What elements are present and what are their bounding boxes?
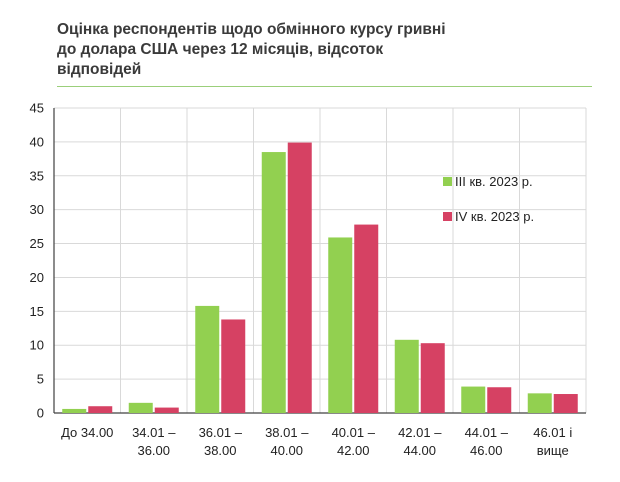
bar-q3-3 (261, 152, 286, 414)
x-tick-label: 36.01 – (199, 425, 243, 440)
y-tick-label: 10 (30, 338, 44, 353)
bar-q3-5 (394, 339, 419, 413)
legend-label-0: III кв. 2023 р. (455, 174, 533, 189)
chart-title-line-3: відповідей (57, 61, 142, 78)
x-tick-label: 40.00 (270, 443, 303, 458)
chart-title-line-1: Оцінка респондентів щодо обмінного курсу… (57, 21, 446, 38)
bar-q4-7 (553, 394, 578, 413)
x-tick-label: 38.01 – (265, 425, 309, 440)
bar-q4-5 (420, 343, 445, 413)
title-divider (57, 86, 592, 87)
y-tick-label: 40 (30, 134, 44, 149)
y-tick-label: 35 (30, 168, 44, 183)
bar-q4-6 (487, 387, 512, 413)
x-tick-label: 42.00 (337, 443, 370, 458)
bar-q3-4 (328, 237, 353, 413)
bar-q3-1 (128, 402, 153, 413)
bar-q3-2 (195, 305, 220, 413)
x-tick-label: вище (537, 443, 569, 458)
x-tick-label: 46.01 і (533, 425, 572, 440)
legend-swatch-1 (443, 212, 452, 221)
x-tick-label: 40.01 – (332, 425, 376, 440)
chart-title: Оцінка респондентів щодо обмінного курсу… (57, 20, 577, 80)
chart-title-line-2: до долара США через 12 місяців, відсоток (57, 41, 384, 58)
y-tick-label: 25 (30, 236, 44, 251)
x-tick-label: 34.01 – (132, 425, 176, 440)
x-tick-label: 44.00 (403, 443, 436, 458)
bar-q3-0 (62, 408, 87, 413)
bar-q4-2 (221, 319, 246, 413)
x-tick-label: До 34.00 (61, 425, 113, 440)
bar-q4-4 (354, 224, 379, 413)
y-tick-label: 0 (37, 406, 44, 421)
x-tick-label: 38.00 (204, 443, 237, 458)
y-tick-label: 45 (30, 101, 44, 116)
y-tick-label: 30 (30, 202, 44, 217)
bar-q4-1 (154, 407, 179, 413)
x-tick-label: 46.00 (470, 443, 503, 458)
y-tick-label: 5 (37, 372, 44, 387)
bar-q3-6 (461, 386, 486, 413)
legend-swatch-0 (443, 177, 452, 186)
y-tick-label: 15 (30, 304, 44, 319)
x-tick-label: 42.01 – (398, 425, 442, 440)
x-tick-label: 36.00 (137, 443, 170, 458)
legend-label-1: IV кв. 2023 р. (455, 209, 534, 224)
bar-q4-3 (287, 142, 312, 414)
bar-q3-7 (527, 393, 552, 413)
x-tick-label: 44.01 – (465, 425, 509, 440)
y-tick-label: 20 (30, 270, 44, 285)
bar-q4-0 (88, 406, 113, 413)
